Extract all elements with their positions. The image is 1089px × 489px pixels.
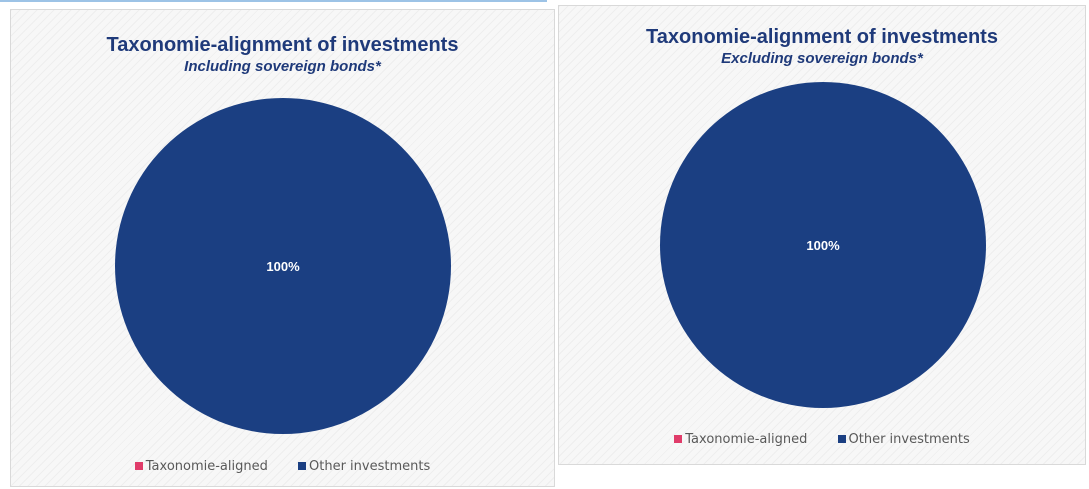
legend-swatch [134,462,143,470]
chart-subtitle: Including sovereign bonds* [184,58,381,75]
chart-panel-including-sovereign-bonds: Taxonomie-alignment of investments Inclu… [10,9,555,487]
legend-swatch [837,435,846,443]
legend: Taxonomie-aligned Other investments [11,459,554,474]
data-label-other-investments: 100% [806,238,840,253]
data-label-other-investments: 100% [266,259,300,274]
pie-chart: 100% [660,82,986,408]
legend-label: Other investments [848,432,970,447]
pie-slice-other-investments [115,98,451,434]
legend-label: Taxonomie-aligned [685,432,808,447]
pie-chart: 100% [115,98,451,434]
chart-title: Taxonomie-alignment of investments [646,26,998,48]
legend: Taxonomie-aligned Other investments [559,432,1085,447]
pie-slice-other-investments [660,82,986,408]
legend-item-other-investments: Other investments [837,432,970,447]
legend-swatch [674,435,683,443]
legend-label: Other investments [309,459,431,474]
legend-swatch [298,462,306,470]
legend-item-other-investments: Other investments [298,459,430,474]
chart-panel-excluding-sovereign-bonds: Taxonomie-alignment of investments Exclu… [558,5,1086,465]
chart-subtitle: Excluding sovereign bonds* [721,50,923,67]
legend-label: Taxonomie-aligned [145,459,268,474]
legend-item-taxonomie-aligned: Taxonomie-aligned [674,432,807,447]
legend-item-taxonomie-aligned: Taxonomie-aligned [134,459,268,474]
top-rule [0,0,547,2]
chart-title: Taxonomie-alignment of investments [106,34,459,56]
